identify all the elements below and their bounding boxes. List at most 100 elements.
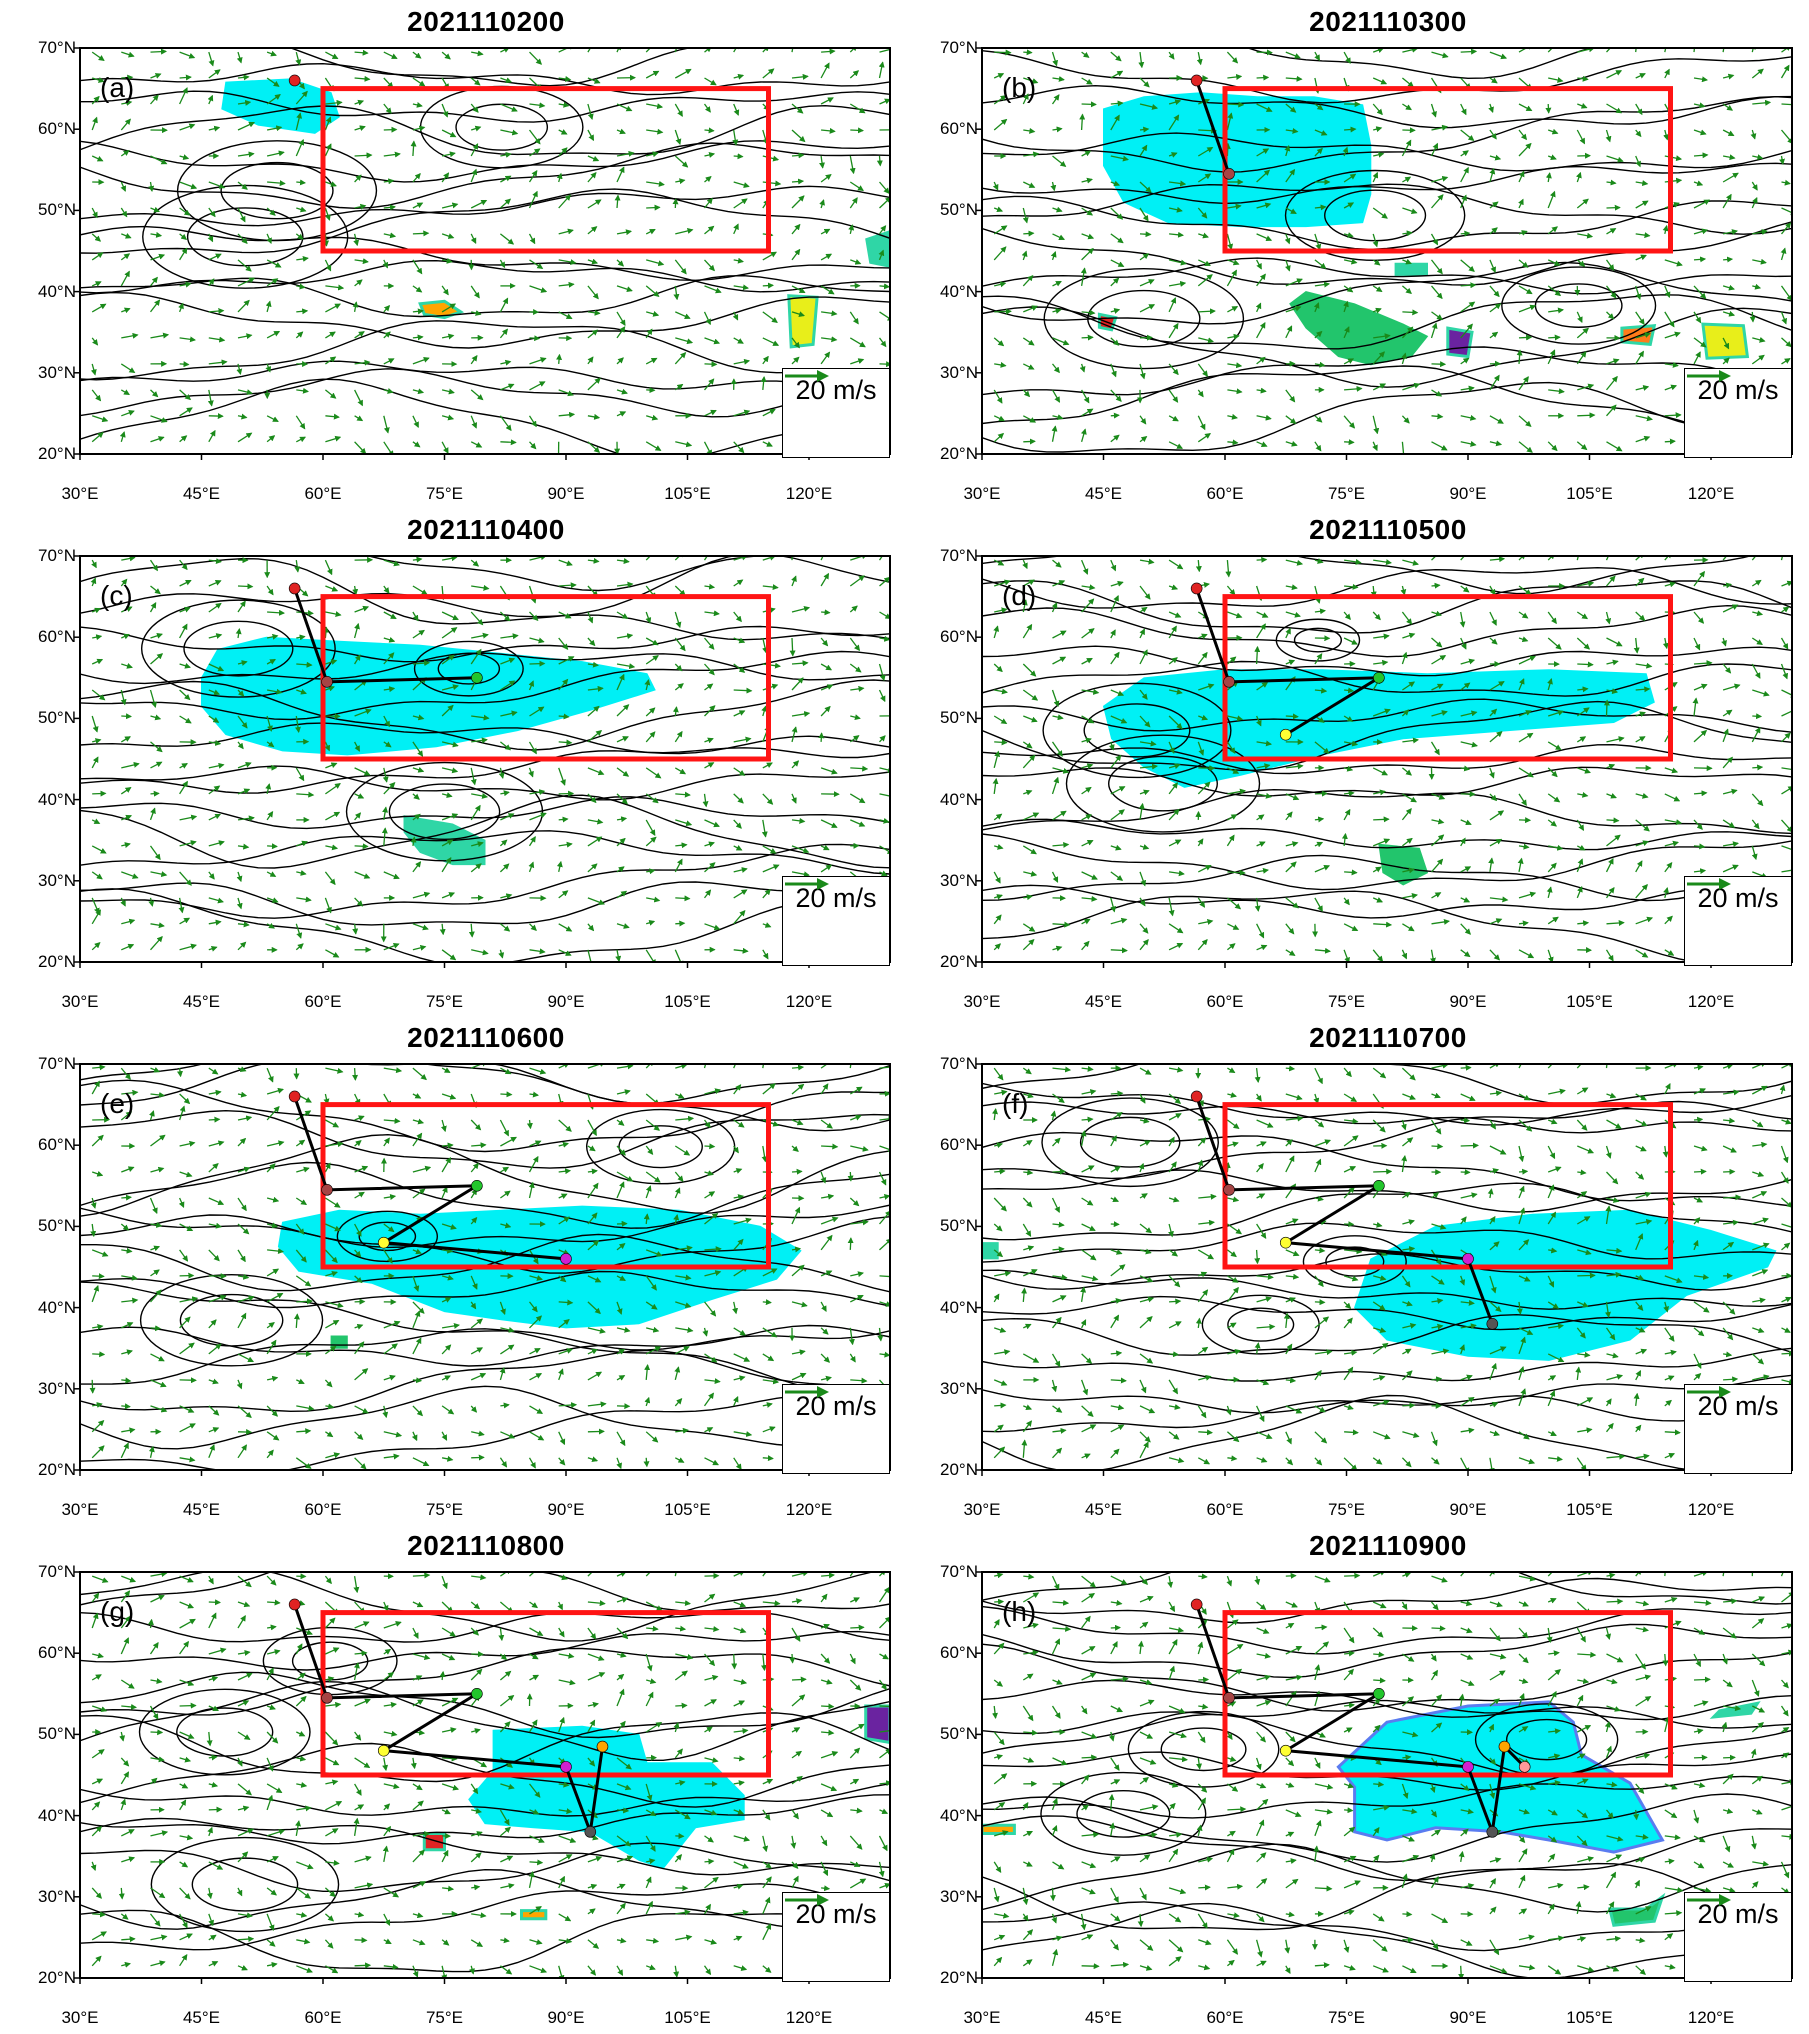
- panel-label: (a): [100, 72, 135, 103]
- reference-vector-box: 20 m/s: [1684, 1892, 1792, 1982]
- lat-tick-label: 40°N: [940, 789, 978, 809]
- shaded-region: [1607, 1892, 1666, 1927]
- lon-tick-label: 30°E: [61, 2008, 99, 2027]
- lon-tick-label: 60°E: [304, 484, 342, 503]
- track-point: [321, 1692, 333, 1704]
- lat-tick-label: 20°N: [38, 444, 76, 463]
- track-point: [1279, 728, 1292, 741]
- panel-d: 2021110500 70°N 60°N 50°N 40°N 30°N 20°N 30°E 45…: [902, 510, 1802, 1018]
- reference-arrow-icon: [785, 1894, 829, 1906]
- reference-arrow-icon: [1687, 1894, 1731, 1906]
- plot-frame: [79, 47, 891, 455]
- track-point: [288, 1090, 301, 1103]
- lon-tick-label: 120°E: [1687, 2008, 1735, 2027]
- lon-tick-label: 75°E: [425, 1500, 464, 1519]
- lon-tick-label: 30°E: [963, 2008, 1001, 2027]
- panel-e: 2021110600 70°N 60°N 50°N 40°N 30°N 20°N 30°E 45…: [0, 1018, 900, 1526]
- lat-tick-label: 70°N: [38, 38, 76, 57]
- plot-frame: [981, 1063, 1793, 1471]
- lon-tick-label: 90°E: [1449, 992, 1487, 1011]
- track-point: [288, 74, 301, 87]
- lon-tick-label: 105°E: [664, 2008, 711, 2027]
- track-point: [471, 1180, 483, 1192]
- reference-vector-label: 20 m/s: [795, 1391, 877, 1421]
- reference-vector-box: 20 m/s: [1684, 1384, 1792, 1474]
- lon-tick-label: 120°E: [1687, 992, 1735, 1011]
- panel-c: 2021110400 70°N 60°N 50°N 40°N 30°N 20°N 30°E 45…: [0, 510, 900, 1018]
- lat-tick-label: 30°N: [38, 1886, 76, 1906]
- wind-vectors: [992, 556, 1792, 962]
- plot-frame: [981, 47, 1793, 455]
- wind-vectors: [90, 556, 890, 962]
- lat-tick-label: 60°N: [940, 1135, 978, 1155]
- lat-tick-label: 40°N: [940, 1297, 978, 1317]
- lon-tick-label: 45°E: [182, 484, 221, 503]
- map-plot: [74, 47, 891, 460]
- lon-tick-label: 90°E: [547, 1500, 585, 1519]
- lat-tick-label: 50°N: [940, 1724, 978, 1744]
- reference-vector-label: 20 m/s: [795, 883, 877, 913]
- reference-vector-label: 20 m/s: [1697, 375, 1779, 405]
- wind-vectors: [90, 1572, 890, 1978]
- lon-tick-label: 30°E: [61, 1500, 99, 1519]
- panel-label: (c): [100, 580, 133, 611]
- lon-tick-label: 30°E: [61, 484, 99, 503]
- track-point: [377, 1744, 390, 1757]
- lat-tick-label: 40°N: [38, 1297, 76, 1317]
- shaded-region: [982, 1823, 1016, 1835]
- panel-label: (b): [1002, 72, 1037, 103]
- track-point: [584, 1826, 597, 1838]
- lat-tick-label: 30°N: [940, 1378, 978, 1398]
- lon-tick-label: 120°E: [1687, 484, 1735, 503]
- panel-h: 2021110900 70°N 60°N 50°N 40°N 30°N 20°N 30°E 45…: [902, 1526, 1802, 2034]
- lon-tick-label: 90°E: [1449, 2008, 1487, 2027]
- panel-title: 2021110700: [1309, 1022, 1467, 1053]
- map-plot: [74, 555, 891, 968]
- lat-tick-label: 50°N: [940, 1216, 978, 1236]
- panel-b: 2021110300 70°N 60°N 50°N 40°N 30°N 20°N 30°E 45…: [902, 2, 1802, 510]
- reference-vector-label: 20 m/s: [1697, 1899, 1779, 1929]
- reference-vector-label: 20 m/s: [795, 1899, 877, 1929]
- lon-tick-label: 105°E: [664, 484, 711, 503]
- shaded-region: [422, 1832, 446, 1852]
- plot-frame: [79, 1571, 891, 1979]
- track-point: [1518, 1761, 1531, 1773]
- reference-arrow-icon: [1687, 1386, 1731, 1398]
- shaded-region: [982, 1242, 999, 1260]
- lon-tick-label: 120°E: [785, 484, 833, 503]
- lat-tick-label: 60°N: [38, 119, 76, 139]
- track-point: [1373, 672, 1385, 684]
- lat-tick-label: 20°N: [940, 1968, 978, 1987]
- track-point: [1373, 1180, 1385, 1192]
- lat-tick-label: 60°N: [38, 627, 76, 647]
- reference-vector-box: 20 m/s: [782, 1384, 890, 1474]
- panel-label: (f): [1002, 1088, 1029, 1119]
- lat-tick-label: 20°N: [38, 1460, 76, 1479]
- track-point: [1223, 168, 1235, 180]
- track-point: [1190, 1598, 1203, 1611]
- lat-tick-label: 30°N: [38, 362, 76, 382]
- wind-vectors: [992, 1572, 1792, 1978]
- lat-tick-label: 70°N: [38, 1562, 76, 1581]
- lat-tick-label: 60°N: [38, 1643, 76, 1663]
- lon-tick-label: 105°E: [1566, 1500, 1613, 1519]
- reference-arrow-icon: [1687, 370, 1731, 382]
- map-plot: [976, 555, 1793, 968]
- track-point: [1223, 1692, 1235, 1704]
- reference-vector-label: 20 m/s: [1697, 1391, 1779, 1421]
- plot-frame: [79, 555, 891, 963]
- panel-title: 2021110300: [1309, 6, 1467, 37]
- lat-tick-label: 60°N: [38, 1135, 76, 1155]
- map-plot: [976, 1063, 1793, 1476]
- panel-title: 2021110900: [1309, 1530, 1467, 1561]
- lat-tick-label: 70°N: [940, 1562, 978, 1581]
- lat-tick-label: 20°N: [940, 444, 978, 463]
- lon-tick-label: 120°E: [1687, 1500, 1735, 1519]
- lon-tick-label: 45°E: [182, 1500, 221, 1519]
- map-plot: [74, 1571, 891, 1984]
- shaded-region: [1446, 326, 1474, 359]
- lon-tick-label: 105°E: [1566, 484, 1613, 503]
- lon-tick-label: 45°E: [182, 2008, 221, 2027]
- wind-vectors: [90, 48, 890, 454]
- reference-arrow-icon: [785, 878, 829, 890]
